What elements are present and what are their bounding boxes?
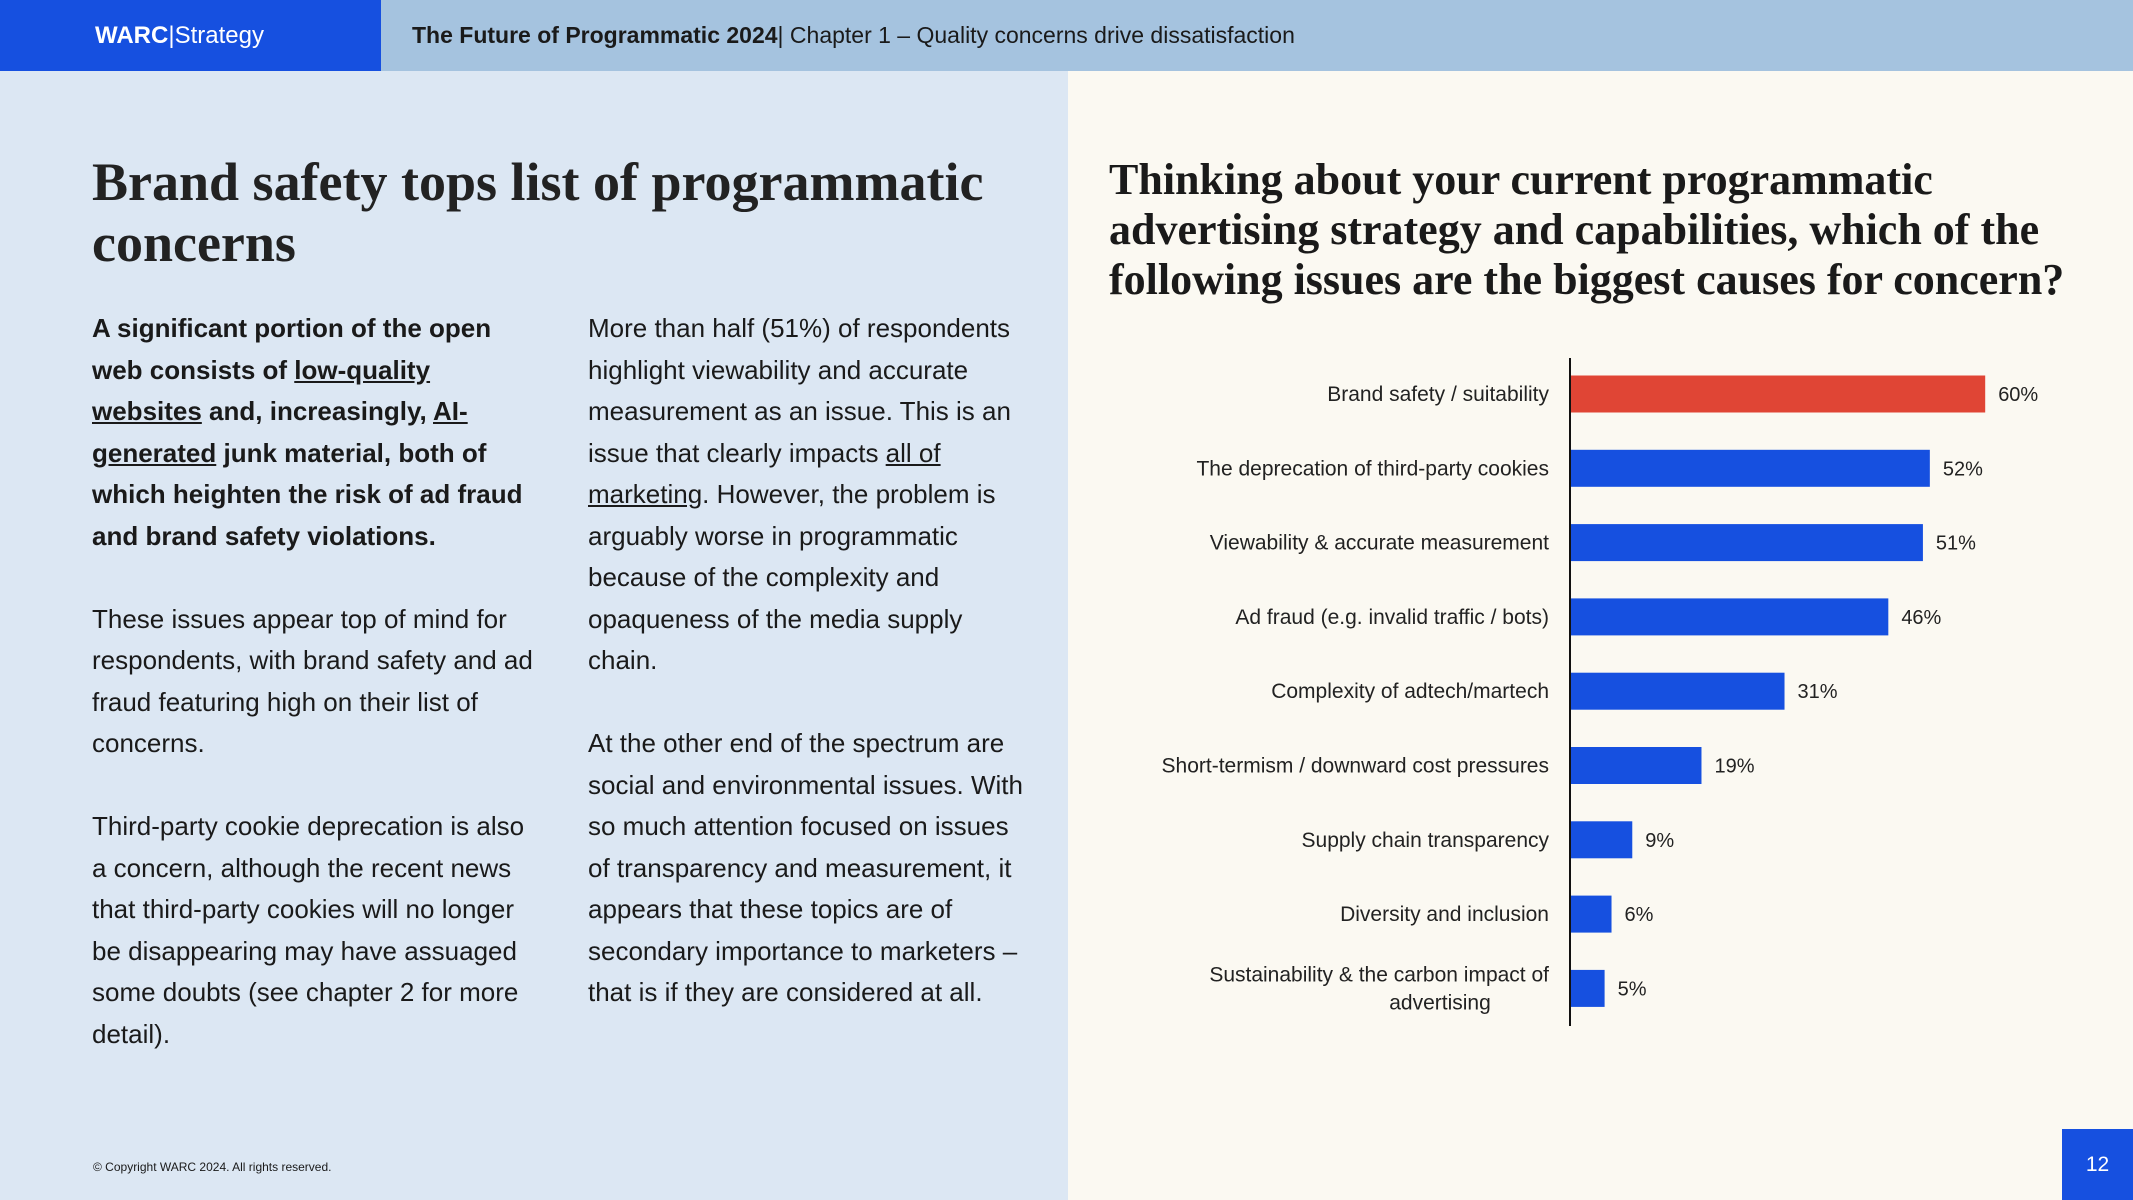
category-label: Brand safety / suitability <box>1327 383 1549 406</box>
bar <box>1570 598 1889 636</box>
left-panel <box>0 71 1068 1200</box>
category-label: Ad fraud (e.g. invalid traffic / bots) <box>1235 606 1549 629</box>
page-number: 12 <box>2062 1129 2133 1200</box>
right-panel <box>1068 71 2133 1200</box>
category-label: Short-termism / downward cost pressures <box>1162 755 1549 778</box>
data-label: 51% <box>1936 533 1976 555</box>
bar <box>1570 969 1605 1007</box>
copyright: © Copyright WARC 2024. All rights reserv… <box>93 1160 332 1174</box>
page-title: Brand safety tops list of programmatic c… <box>92 152 984 273</box>
category-label: Viewability & accurate measurement <box>1210 532 1549 555</box>
data-label: 5% <box>1618 978 1647 1000</box>
bar <box>1570 449 1930 487</box>
paragraph: More than half (51%) of respondents high… <box>588 313 1011 675</box>
bar <box>1570 895 1612 933</box>
paragraph: These issues appear top of mind for resp… <box>92 603 533 759</box>
bar <box>1570 747 1702 784</box>
category-label: Complexity of adtech/martech <box>1271 680 1549 703</box>
data-label: 9% <box>1645 830 1674 852</box>
text-column-1: A significant portion of the open web co… <box>92 308 542 1097</box>
low-quality-websites-link[interactable]: low-quality websites <box>92 354 431 427</box>
data-label: 46% <box>1901 607 1941 629</box>
data-label: 60% <box>1998 384 2038 406</box>
paragraph: Third-party cookie deprecation is also a… <box>92 811 525 1049</box>
category-label: Sustainability & the carbon impact of <box>1209 963 1549 986</box>
category-label: Supply chain transparency <box>1302 829 1550 852</box>
bar <box>1570 375 1986 413</box>
header-bar: WARC | Strategy The Future of Programmat… <box>0 0 2133 71</box>
bar <box>1570 524 1923 562</box>
report-title: The Future of Programmatic 2024 | Chapte… <box>412 22 1295 48</box>
intro-paragraph: A significant portion of the open web co… <box>92 313 523 551</box>
category-label-line2: advertising <box>1389 991 1491 1014</box>
warc-strategy-logo: WARC | Strategy <box>0 0 381 71</box>
data-label: 19% <box>1714 756 1754 778</box>
bar <box>1570 821 1633 859</box>
text-column-2: More than half (51%) of respondents high… <box>588 308 1028 1055</box>
all-of-marketing-link[interactable]: all of marketing <box>588 437 941 510</box>
paragraph: At the other end of the spectrum are soc… <box>588 728 1023 1007</box>
ai-generated-link[interactable]: AI-generated <box>92 396 468 468</box>
chart-title: Thinking about your current programmatic… <box>1109 155 2065 304</box>
data-label: 6% <box>1625 904 1654 926</box>
data-label: 52% <box>1943 458 1983 480</box>
category-label: Diversity and inclusion <box>1340 903 1549 926</box>
data-label: 31% <box>1798 681 1838 703</box>
bar <box>1570 672 1785 710</box>
category-label: The deprecation of third-party cookies <box>1196 457 1549 480</box>
